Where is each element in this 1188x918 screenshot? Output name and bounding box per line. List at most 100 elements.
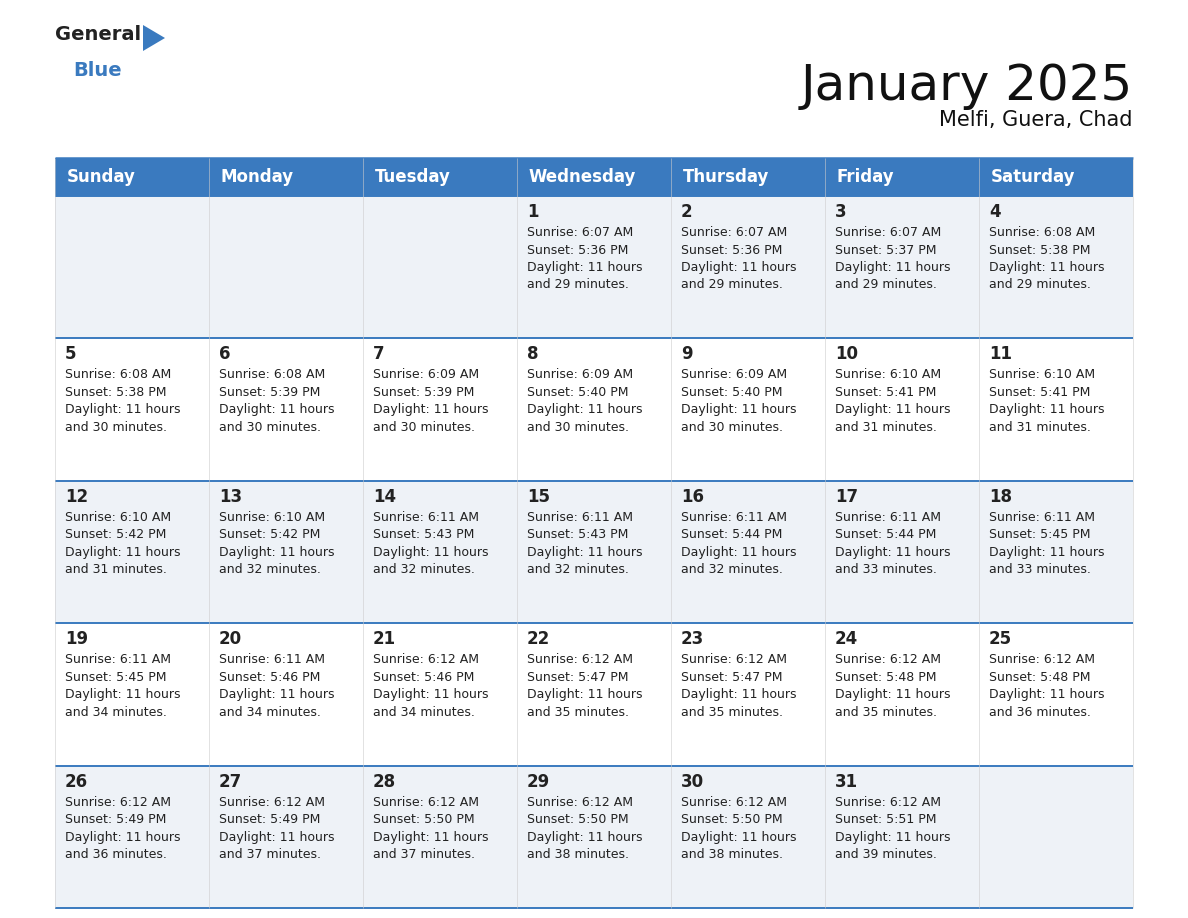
Bar (979, 158, 1133, 196)
Text: 7: 7 (373, 345, 385, 364)
Text: and 37 minutes.: and 37 minutes. (373, 848, 475, 861)
Text: 29: 29 (527, 773, 550, 790)
Text: Sunrise: 6:11 AM: Sunrise: 6:11 AM (373, 510, 479, 524)
Text: Sunrise: 6:12 AM: Sunrise: 6:12 AM (219, 796, 326, 809)
Text: Sunset: 5:36 PM: Sunset: 5:36 PM (527, 243, 628, 256)
Text: January 2025: January 2025 (801, 62, 1133, 110)
Text: 5: 5 (65, 345, 76, 364)
Text: Thursday: Thursday (683, 168, 770, 186)
Text: and 30 minutes.: and 30 minutes. (219, 420, 321, 434)
Text: and 29 minutes.: and 29 minutes. (835, 278, 937, 292)
Text: 2: 2 (681, 203, 693, 221)
Polygon shape (143, 25, 165, 51)
Text: Daylight: 11 hours: Daylight: 11 hours (373, 546, 488, 559)
Text: General: General (55, 25, 141, 44)
Text: and 38 minutes.: and 38 minutes. (681, 848, 783, 861)
Text: Wednesday: Wednesday (529, 168, 637, 186)
Text: 15: 15 (527, 487, 550, 506)
Text: Sunset: 5:45 PM: Sunset: 5:45 PM (65, 671, 166, 684)
Text: Sunrise: 6:11 AM: Sunrise: 6:11 AM (527, 510, 633, 524)
Text: 9: 9 (681, 345, 693, 364)
Bar (824, 158, 979, 196)
Text: Saturday: Saturday (991, 168, 1075, 186)
Text: Daylight: 11 hours: Daylight: 11 hours (681, 546, 796, 559)
Text: Sunset: 5:40 PM: Sunset: 5:40 PM (681, 386, 783, 399)
Text: Daylight: 11 hours: Daylight: 11 hours (527, 546, 643, 559)
Text: and 30 minutes.: and 30 minutes. (681, 420, 783, 434)
Text: Sunday: Sunday (67, 168, 135, 186)
Text: 24: 24 (835, 630, 858, 648)
Text: Sunrise: 6:12 AM: Sunrise: 6:12 AM (65, 796, 171, 809)
Text: and 32 minutes.: and 32 minutes. (373, 564, 475, 577)
Text: and 31 minutes.: and 31 minutes. (988, 420, 1091, 434)
Text: Daylight: 11 hours: Daylight: 11 hours (988, 546, 1105, 559)
Text: Sunrise: 6:10 AM: Sunrise: 6:10 AM (65, 510, 171, 524)
Bar (55, 158, 209, 196)
Bar (364, 158, 517, 196)
Text: and 29 minutes.: and 29 minutes. (527, 278, 628, 292)
Text: Sunset: 5:38 PM: Sunset: 5:38 PM (988, 243, 1091, 256)
Text: Sunset: 5:49 PM: Sunset: 5:49 PM (65, 813, 166, 826)
Text: Sunrise: 6:08 AM: Sunrise: 6:08 AM (219, 368, 326, 381)
Text: Sunrise: 6:12 AM: Sunrise: 6:12 AM (373, 654, 479, 666)
Text: Sunset: 5:37 PM: Sunset: 5:37 PM (835, 243, 936, 256)
Text: Sunset: 5:41 PM: Sunset: 5:41 PM (835, 386, 936, 399)
Text: Sunset: 5:46 PM: Sunset: 5:46 PM (373, 671, 474, 684)
Text: Daylight: 11 hours: Daylight: 11 hours (65, 546, 181, 559)
Bar (55, 339, 1133, 481)
Text: Sunrise: 6:12 AM: Sunrise: 6:12 AM (835, 796, 941, 809)
Text: Daylight: 11 hours: Daylight: 11 hours (835, 403, 950, 417)
Text: and 36 minutes.: and 36 minutes. (65, 848, 166, 861)
Text: Daylight: 11 hours: Daylight: 11 hours (65, 831, 181, 844)
Bar (55, 623, 1133, 766)
Text: Daylight: 11 hours: Daylight: 11 hours (835, 546, 950, 559)
Text: Daylight: 11 hours: Daylight: 11 hours (988, 688, 1105, 701)
Text: Tuesday: Tuesday (375, 168, 451, 186)
Text: Sunset: 5:47 PM: Sunset: 5:47 PM (681, 671, 783, 684)
Text: Sunrise: 6:11 AM: Sunrise: 6:11 AM (988, 510, 1095, 524)
Text: 21: 21 (373, 630, 396, 648)
Text: Daylight: 11 hours: Daylight: 11 hours (835, 261, 950, 274)
Text: and 39 minutes.: and 39 minutes. (835, 848, 937, 861)
Text: Daylight: 11 hours: Daylight: 11 hours (681, 831, 796, 844)
Text: Sunrise: 6:12 AM: Sunrise: 6:12 AM (835, 654, 941, 666)
Text: Daylight: 11 hours: Daylight: 11 hours (681, 403, 796, 417)
Text: Daylight: 11 hours: Daylight: 11 hours (219, 546, 335, 559)
Text: 6: 6 (219, 345, 230, 364)
Text: Sunset: 5:50 PM: Sunset: 5:50 PM (527, 813, 628, 826)
Text: 1: 1 (527, 203, 538, 221)
Bar (55, 766, 1133, 908)
Text: and 37 minutes.: and 37 minutes. (219, 848, 321, 861)
Text: Melfi, Guera, Chad: Melfi, Guera, Chad (940, 110, 1133, 130)
Text: Sunrise: 6:09 AM: Sunrise: 6:09 AM (681, 368, 788, 381)
Text: Daylight: 11 hours: Daylight: 11 hours (65, 403, 181, 417)
Text: 17: 17 (835, 487, 858, 506)
Text: Sunset: 5:36 PM: Sunset: 5:36 PM (681, 243, 783, 256)
Text: Sunrise: 6:08 AM: Sunrise: 6:08 AM (65, 368, 171, 381)
Text: 26: 26 (65, 773, 88, 790)
Text: 8: 8 (527, 345, 538, 364)
Text: Sunrise: 6:11 AM: Sunrise: 6:11 AM (219, 654, 326, 666)
Text: Sunset: 5:38 PM: Sunset: 5:38 PM (65, 386, 166, 399)
Text: Daylight: 11 hours: Daylight: 11 hours (219, 831, 335, 844)
Text: 31: 31 (835, 773, 858, 790)
Text: Sunrise: 6:10 AM: Sunrise: 6:10 AM (835, 368, 941, 381)
Text: Sunset: 5:44 PM: Sunset: 5:44 PM (681, 528, 783, 542)
Text: 30: 30 (681, 773, 704, 790)
Bar (209, 158, 364, 196)
Text: 22: 22 (527, 630, 550, 648)
Text: Daylight: 11 hours: Daylight: 11 hours (219, 403, 335, 417)
Bar (55, 196, 1133, 339)
Text: and 33 minutes.: and 33 minutes. (988, 564, 1091, 577)
Text: Sunrise: 6:08 AM: Sunrise: 6:08 AM (988, 226, 1095, 239)
Text: 23: 23 (681, 630, 704, 648)
Text: and 31 minutes.: and 31 minutes. (65, 564, 166, 577)
Text: and 36 minutes.: and 36 minutes. (988, 706, 1091, 719)
Text: and 32 minutes.: and 32 minutes. (219, 564, 321, 577)
Text: Daylight: 11 hours: Daylight: 11 hours (373, 831, 488, 844)
Text: Sunrise: 6:11 AM: Sunrise: 6:11 AM (681, 510, 786, 524)
Text: Sunset: 5:39 PM: Sunset: 5:39 PM (219, 386, 321, 399)
Text: Daylight: 11 hours: Daylight: 11 hours (65, 688, 181, 701)
Text: 28: 28 (373, 773, 396, 790)
Text: Sunrise: 6:12 AM: Sunrise: 6:12 AM (527, 654, 633, 666)
